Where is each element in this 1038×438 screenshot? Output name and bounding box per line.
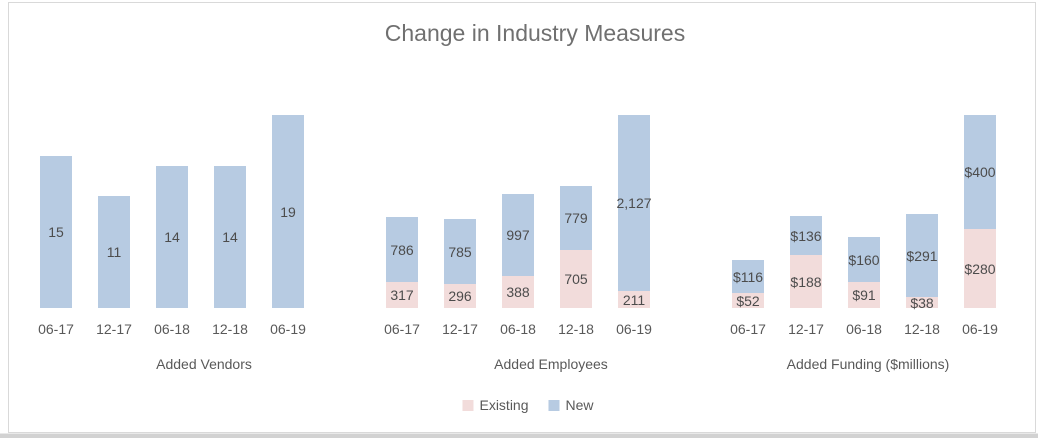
bar-value-label: 211 — [622, 291, 646, 308]
bar-value-label: 388 — [506, 284, 530, 300]
bar-value-label: $136 — [790, 227, 822, 244]
bar-value-label: 15 — [48, 224, 64, 240]
bar-06-19: 19 — [272, 115, 304, 308]
bar-segment-new: $136 — [790, 216, 822, 255]
bar-value-label: 317 — [390, 287, 414, 303]
legend-item-new: New — [548, 397, 594, 413]
bar-segment-new: $116 — [732, 260, 764, 293]
bar-segment-new: 2,127 — [616, 115, 652, 291]
panel-bars: 15 11 14 14 19 — [40, 115, 304, 308]
bar-value-label: $116 — [732, 268, 764, 285]
panel-bars: 317 786 296 785 388 997 705 779 211 2,127 — [386, 115, 652, 308]
bar-value-label: $280 — [964, 260, 996, 277]
bar-06-18: 14 — [156, 166, 188, 308]
bar-value-label: 296 — [448, 288, 472, 304]
bar-segment-new: 786 — [386, 217, 418, 282]
bar-segment-existing: 388 — [502, 276, 534, 308]
x-axis-ticks: 06-17 12-17 06-18 12-18 06-19 — [27, 321, 317, 337]
bar-12-17: 11 — [98, 196, 130, 308]
axis-title: Added Vendors — [156, 356, 252, 372]
bar-value-label: 779 — [564, 210, 588, 226]
bar-value-label: 14 — [164, 229, 180, 245]
bar-value-label: $400 — [964, 164, 996, 180]
bar-value-label: $291 — [906, 247, 938, 264]
tick-label: 06-17 — [384, 321, 420, 337]
bar-12-18: 14 — [214, 166, 246, 308]
bar-value-label: $91 — [852, 287, 876, 303]
bar-segment-new: 15 — [40, 156, 72, 308]
window-bottom-edge — [0, 433, 1038, 438]
legend-label-existing: Existing — [479, 397, 529, 413]
bar-segment-new: 14 — [156, 166, 188, 308]
bar-value-label: 705 — [564, 271, 588, 287]
tick-label: 12-17 — [442, 321, 478, 337]
new-swatch-icon — [548, 399, 560, 411]
bar-segment-existing: 705 — [560, 250, 592, 308]
bar-segment-existing: $52 — [732, 292, 764, 309]
legend-item-existing: Existing — [462, 397, 529, 413]
bar-segment-new: 19 — [272, 115, 304, 308]
tick-label: 06-19 — [616, 321, 652, 337]
x-axis-ticks: 06-17 12-17 06-18 12-18 06-19 — [373, 321, 663, 337]
bar-12-17: 296 785 — [444, 219, 476, 308]
bar-segment-new: $400 — [964, 115, 996, 229]
bar-segment-new: 14 — [214, 166, 246, 308]
panel-bars: $52 $116 $188 $136 $91 $160 $38 $291 $280 $400 — [732, 115, 996, 311]
tick-label: 12-18 — [212, 321, 248, 337]
tick-label: 12-17 — [96, 321, 132, 337]
bar-06-17: 317 786 — [386, 217, 418, 308]
bar-segment-existing: 296 — [444, 284, 476, 308]
bar-06-17: $52 $116 — [732, 260, 764, 309]
bar-06-19: $280 $400 — [964, 115, 996, 308]
bar-segment-existing: 211 — [618, 291, 650, 308]
bar-value-label: 786 — [390, 241, 414, 258]
tick-label: 06-17 — [38, 321, 74, 337]
bar-segment-new: 11 — [98, 196, 130, 308]
bar-value-label: $188 — [790, 273, 822, 290]
tick-label: 06-19 — [962, 321, 998, 337]
tick-label: 12-17 — [788, 321, 824, 337]
bar-value-label: 785 — [448, 243, 472, 260]
bar-12-18: $38 $291 — [906, 214, 938, 311]
axis-title: Added Funding ($millions) — [786, 356, 950, 372]
bar-segment-existing: $91 — [848, 282, 880, 308]
bar-06-17: 15 — [40, 156, 72, 308]
bar-value-label: $38 — [910, 294, 934, 311]
bar-segment-new: 997 — [502, 194, 534, 276]
axis-title: Added Employees — [494, 356, 608, 372]
bar-segment-existing: $280 — [964, 229, 996, 308]
bar-segment-new: $160 — [848, 237, 880, 282]
existing-swatch-icon — [462, 399, 474, 411]
bar-value-label: $160 — [848, 251, 880, 268]
bar-segment-new: 779 — [560, 186, 592, 250]
tick-label: 06-18 — [500, 321, 536, 337]
bar-12-18: 705 779 — [560, 186, 592, 308]
bar-06-18: $91 $160 — [848, 237, 880, 308]
bar-06-18: 388 997 — [502, 194, 534, 308]
legend-label-new: New — [565, 397, 594, 413]
bar-value-label: $52 — [736, 292, 760, 309]
bar-value-label: 11 — [106, 244, 122, 260]
bar-segment-new: 785 — [444, 219, 476, 284]
tick-label: 06-17 — [730, 321, 766, 337]
bar-value-label: 997 — [506, 227, 530, 243]
bar-segment-existing: 317 — [386, 282, 418, 308]
bar-segment-existing: $188 — [790, 255, 822, 308]
tick-label: 12-18 — [558, 321, 594, 337]
bar-value-label: 2,127 — [616, 195, 652, 211]
bar-value-label: 19 — [280, 203, 296, 220]
tick-label: 06-19 — [270, 321, 306, 337]
tick-label: 06-18 — [154, 321, 190, 337]
tick-label: 06-18 — [846, 321, 882, 337]
chart-title: Change in Industry Measures — [384, 20, 686, 46]
bar-value-label: 14 — [222, 229, 238, 245]
bar-06-19: 211 2,127 — [616, 115, 652, 308]
bar-segment-new: $291 — [906, 214, 938, 297]
legend: Existing New — [462, 397, 594, 413]
bar-12-17: $188 $136 — [790, 216, 822, 308]
tick-label: 12-18 — [904, 321, 940, 337]
bar-segment-existing: $38 — [906, 294, 938, 311]
x-axis-ticks: 06-17 12-17 06-18 12-18 06-19 — [719, 321, 1009, 337]
